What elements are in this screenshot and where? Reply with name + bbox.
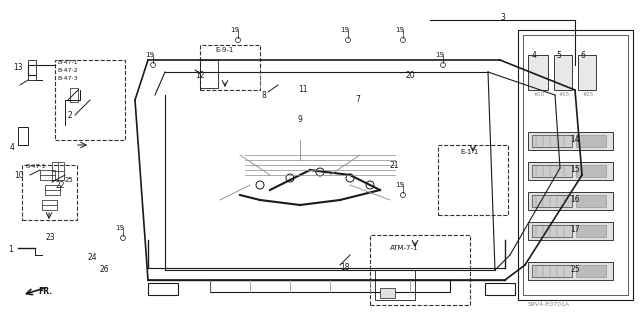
Bar [485, 283, 515, 295]
Bar [532, 225, 572, 237]
Bar [18, 127, 28, 145]
Text: 19: 19 [230, 27, 239, 33]
Bar [22, 165, 77, 220]
Text: 26: 26 [100, 265, 109, 275]
Bar [576, 265, 606, 277]
Text: 4: 4 [10, 144, 15, 152]
Text: #10: #10 [534, 93, 545, 98]
Text: 17: 17 [570, 226, 580, 234]
Text: 1: 1 [8, 246, 13, 255]
Bar [28, 60, 36, 80]
Bar [528, 192, 613, 210]
Bar [42, 200, 57, 210]
Bar [528, 262, 613, 280]
Bar [578, 55, 596, 90]
Text: E-1-1: E-1-1 [460, 149, 478, 155]
Text: E-9-1: E-9-1 [215, 47, 234, 53]
Text: 14: 14 [570, 136, 580, 145]
Bar [532, 135, 572, 147]
Bar [528, 162, 613, 180]
Bar [200, 60, 218, 88]
Bar [518, 30, 633, 300]
Text: 21: 21 [390, 160, 399, 169]
Bar [576, 135, 606, 147]
Bar [576, 165, 606, 177]
Bar [40, 170, 55, 180]
Text: 19: 19 [340, 27, 349, 33]
Text: 10: 10 [14, 170, 24, 180]
Text: 24: 24 [88, 254, 98, 263]
Text: B-47-2: B-47-2 [57, 68, 77, 72]
Bar [532, 165, 572, 177]
Text: 4: 4 [532, 50, 536, 60]
Text: 19: 19 [435, 52, 444, 58]
Text: 16: 16 [570, 196, 580, 204]
Bar [380, 288, 395, 298]
Bar [528, 132, 613, 150]
Bar [528, 55, 548, 90]
Bar [370, 235, 470, 305]
Bar [532, 265, 572, 277]
Text: 13: 13 [13, 63, 22, 72]
Text: B-47-1: B-47-1 [25, 165, 45, 169]
Text: 20: 20 [405, 70, 415, 79]
Text: 18: 18 [340, 263, 349, 272]
Text: 3: 3 [500, 13, 505, 23]
Bar [200, 45, 260, 90]
Bar [375, 270, 415, 300]
Bar [438, 145, 508, 215]
Text: 6: 6 [580, 50, 586, 60]
Text: 2: 2 [68, 110, 73, 120]
Text: 8: 8 [262, 91, 267, 100]
Text: 12: 12 [195, 70, 205, 79]
Text: ATM-7-1: ATM-7-1 [390, 245, 419, 251]
Bar [210, 280, 450, 292]
Bar [148, 283, 178, 295]
Bar [45, 185, 60, 195]
Bar [70, 88, 78, 102]
Text: 19: 19 [145, 52, 154, 58]
Text: 23: 23 [45, 234, 54, 242]
Text: S9V4-E0701A: S9V4-E0701A [528, 302, 570, 308]
Text: 19: 19 [395, 182, 404, 188]
Text: 19: 19 [115, 225, 124, 231]
Bar [532, 195, 572, 207]
Text: 5: 5 [557, 50, 561, 60]
Text: FR.: FR. [38, 287, 52, 296]
Text: #25: #25 [583, 93, 594, 98]
Bar [55, 60, 125, 140]
Bar [528, 222, 613, 240]
Text: 11: 11 [298, 85, 307, 94]
Text: 25: 25 [65, 177, 74, 183]
Text: B-47-1: B-47-1 [57, 60, 77, 64]
Text: 7: 7 [355, 95, 360, 105]
Text: 25: 25 [570, 265, 580, 275]
Text: 15: 15 [570, 166, 580, 174]
Bar [52, 162, 64, 180]
Text: 9: 9 [298, 115, 303, 124]
Bar [576, 225, 606, 237]
Text: 19: 19 [395, 27, 404, 33]
Bar [576, 195, 606, 207]
Text: 22: 22 [55, 181, 65, 189]
Text: B-47-3: B-47-3 [57, 76, 77, 80]
Bar [523, 35, 628, 295]
Bar [554, 55, 572, 90]
Text: #15: #15 [559, 93, 570, 98]
